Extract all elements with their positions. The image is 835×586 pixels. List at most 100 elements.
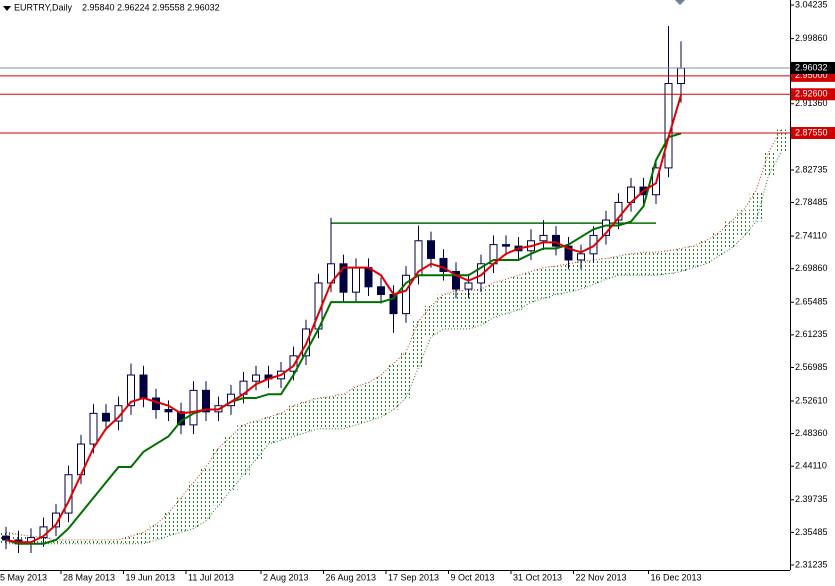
level-label-box bbox=[791, 88, 835, 101]
candle-body bbox=[464, 282, 473, 290]
y-tick-label: 2.74110 bbox=[795, 230, 827, 240]
cloud-segment bbox=[774, 129, 788, 153]
y-tick-label: 2.78485 bbox=[795, 197, 828, 207]
header-arrow bbox=[3, 6, 11, 11]
cloud-segment bbox=[562, 263, 575, 293]
y-tick-label: 2.48360 bbox=[795, 428, 828, 438]
cloud-segment bbox=[612, 256, 625, 276]
symbol: EURTRY,Daily bbox=[14, 2, 73, 12]
cloud-segment bbox=[287, 405, 300, 437]
x-tick-label: 11 Jul 2013 bbox=[188, 572, 234, 582]
cloud-segment bbox=[224, 436, 238, 491]
marker bbox=[675, 0, 685, 5]
cloud-segment bbox=[599, 258, 613, 280]
cloud-segment bbox=[662, 250, 675, 274]
cloud-segment bbox=[474, 289, 488, 326]
candle-body bbox=[339, 263, 348, 293]
cloud-segment bbox=[49, 539, 63, 544]
candle-body bbox=[439, 257, 448, 272]
senkou-span-b bbox=[6, 152, 782, 545]
candle-body bbox=[289, 355, 298, 372]
cloud-segment bbox=[462, 290, 475, 329]
cloud-segment bbox=[249, 421, 263, 460]
level-label: 2.95000 bbox=[795, 70, 828, 80]
x-tick-label: 19 Jun 2013 bbox=[126, 572, 176, 582]
y-tick-label: 2.61235 bbox=[795, 329, 828, 339]
candle-body bbox=[564, 245, 573, 261]
cloud-segment bbox=[62, 539, 75, 544]
y-tick-label: 2.69860 bbox=[795, 263, 828, 273]
cloud-segment bbox=[299, 401, 313, 433]
candle-body bbox=[614, 201, 623, 221]
y-tick-label: 2.44110 bbox=[795, 461, 827, 471]
candle-body bbox=[164, 409, 173, 413]
cloud-segment bbox=[524, 271, 538, 303]
candle-body bbox=[452, 270, 460, 290]
cloud-segment bbox=[112, 539, 125, 544]
candle-body bbox=[152, 397, 160, 411]
cloud-segment bbox=[399, 352, 413, 399]
x-tick-label: 9 Oct 2013 bbox=[451, 572, 495, 582]
cloud-segment bbox=[174, 497, 188, 533]
cloud-segment bbox=[137, 532, 150, 544]
y-tick-label: 2.52610 bbox=[795, 395, 828, 405]
candle-body bbox=[539, 234, 548, 242]
cloud-segment bbox=[537, 267, 550, 299]
candle-body bbox=[552, 234, 560, 247]
cloud-segment bbox=[199, 467, 213, 521]
x-tick-label: 2 Aug 2013 bbox=[263, 572, 309, 582]
candle-body bbox=[139, 374, 148, 399]
cloud-segment bbox=[74, 539, 88, 544]
x-tick-label: 5 May 2013 bbox=[0, 572, 47, 582]
cloud-segment bbox=[674, 248, 688, 272]
cloud-segment bbox=[262, 417, 275, 445]
y-tick-label: 2.82735 bbox=[795, 164, 828, 174]
cloud-segment bbox=[87, 539, 100, 544]
cloud-segment bbox=[162, 513, 175, 537]
y-tick-label: 2.65485 bbox=[795, 297, 828, 307]
price-label-box bbox=[791, 61, 835, 74]
cloud-segment bbox=[324, 396, 338, 429]
level-label: 2.92600 bbox=[795, 89, 828, 99]
cloud-segment bbox=[512, 275, 525, 310]
cloud-segment bbox=[337, 394, 350, 429]
cloud-segment bbox=[687, 246, 700, 268]
y-tick-label: 3.04235 bbox=[795, 0, 828, 9]
candle-body bbox=[89, 412, 98, 445]
cloud-segment bbox=[637, 252, 650, 276]
candle-body bbox=[377, 286, 385, 295]
candle-body bbox=[352, 267, 360, 293]
x-tick-label: 26 Aug 2013 bbox=[326, 572, 377, 582]
kijun-sen bbox=[5, 132, 682, 545]
tenkan-sen bbox=[5, 94, 682, 544]
cloud-segment bbox=[624, 253, 638, 276]
cloud-segment bbox=[549, 266, 563, 295]
cloud-segment bbox=[724, 221, 738, 249]
cloud-segment bbox=[99, 539, 113, 544]
y-tick-label: 2.39735 bbox=[795, 494, 828, 504]
candle-body bbox=[2, 535, 10, 541]
candle-body bbox=[189, 389, 198, 426]
level-label-box bbox=[791, 127, 835, 140]
cloud-segment bbox=[149, 524, 163, 540]
ohlc-readout: 2.95840 2.96224 2.95558 2.96032 bbox=[82, 2, 220, 12]
plot-area bbox=[0, 26, 788, 553]
cloud-segment bbox=[312, 398, 325, 429]
cloud-segment bbox=[737, 210, 750, 237]
x-tick-label: 31 Oct 2013 bbox=[513, 572, 562, 582]
x-tick-label: 16 Dec 2013 bbox=[651, 572, 702, 582]
cloud-segment bbox=[449, 290, 463, 329]
y-tick-label: 2.99860 bbox=[795, 33, 828, 43]
candle-body bbox=[427, 240, 435, 259]
candle-body bbox=[127, 374, 135, 407]
candle-body bbox=[402, 274, 410, 315]
cloud-segment bbox=[362, 382, 375, 422]
y-tick-label: 2.31235 bbox=[795, 559, 828, 569]
x-tick-label: 22 Nov 2013 bbox=[576, 572, 627, 582]
cloud-segment bbox=[124, 536, 138, 544]
candle-body bbox=[577, 253, 585, 261]
price-label: 2.96032 bbox=[795, 62, 828, 72]
